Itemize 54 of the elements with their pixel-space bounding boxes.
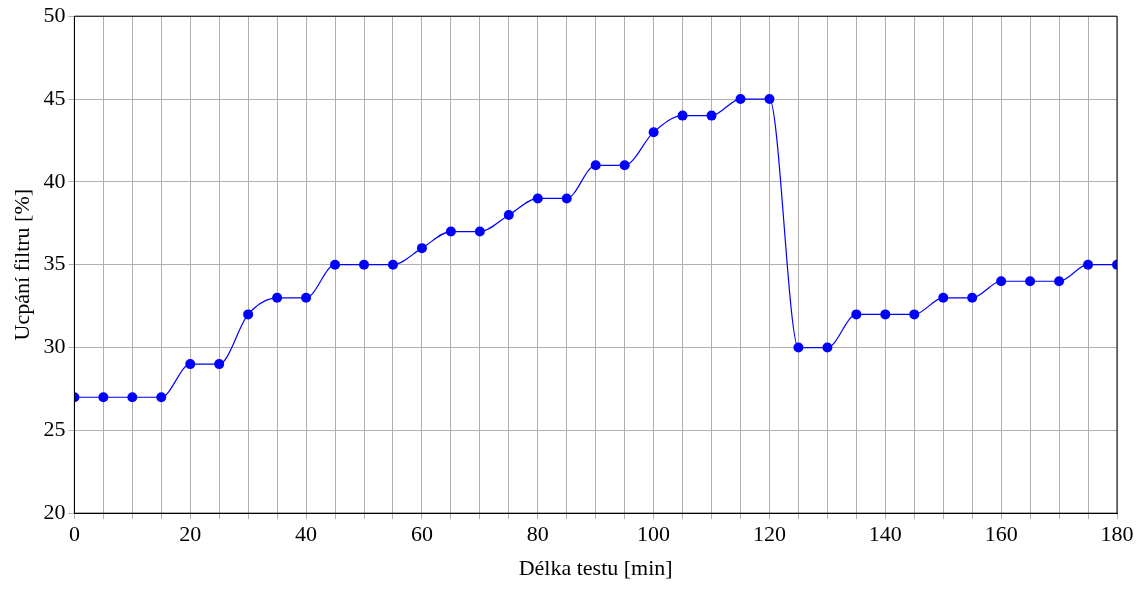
point	[243, 309, 254, 320]
point	[764, 94, 775, 105]
point	[648, 127, 659, 138]
y-axis-title: Ucpání filtru [%]	[8, 188, 34, 341]
point	[1083, 259, 1094, 270]
point	[967, 292, 978, 303]
point	[590, 160, 601, 171]
point	[359, 259, 370, 270]
point	[532, 193, 543, 204]
point	[909, 309, 920, 320]
point	[503, 210, 514, 220]
point	[880, 309, 891, 320]
x-tick-label: 60	[410, 521, 433, 547]
point	[474, 226, 485, 237]
point	[938, 292, 949, 303]
x-tick-label: 40	[295, 521, 318, 547]
x-tick-label: 100	[637, 521, 671, 547]
x-tick-label: 120	[752, 521, 786, 547]
point	[706, 110, 717, 121]
point	[677, 110, 688, 121]
x-tick-label: 20	[179, 521, 202, 547]
x-axis-title: Délka testu [min]	[518, 554, 673, 580]
point	[996, 276, 1007, 287]
point	[214, 359, 225, 370]
point	[561, 193, 572, 204]
point	[416, 243, 427, 254]
y-tick-label: 20	[43, 498, 66, 524]
x-tick-label: 0	[68, 521, 80, 547]
y-tick-label: 30	[43, 333, 66, 359]
x-tick-label: 160	[984, 521, 1018, 547]
point	[793, 342, 804, 353]
point	[272, 292, 283, 303]
x-tick-label: 180	[1100, 521, 1134, 547]
y-tick-label: 45	[43, 84, 66, 110]
point	[619, 160, 630, 171]
point	[1025, 276, 1036, 287]
point	[445, 226, 456, 237]
y-tick-label: 25	[43, 416, 66, 442]
point	[330, 259, 341, 270]
point	[735, 94, 746, 105]
point	[185, 359, 196, 370]
point	[387, 259, 398, 270]
x-tick-label: 140	[868, 521, 902, 547]
point	[1054, 276, 1065, 287]
point	[98, 392, 109, 403]
y-tick-label: 40	[43, 167, 66, 193]
point	[127, 392, 138, 403]
y-tick-label: 35	[43, 250, 66, 276]
point	[156, 392, 167, 403]
point	[301, 292, 312, 303]
y-tick-label: 50	[43, 1, 66, 27]
x-tick-label: 80	[526, 521, 549, 547]
point	[822, 342, 833, 353]
point	[851, 309, 862, 320]
